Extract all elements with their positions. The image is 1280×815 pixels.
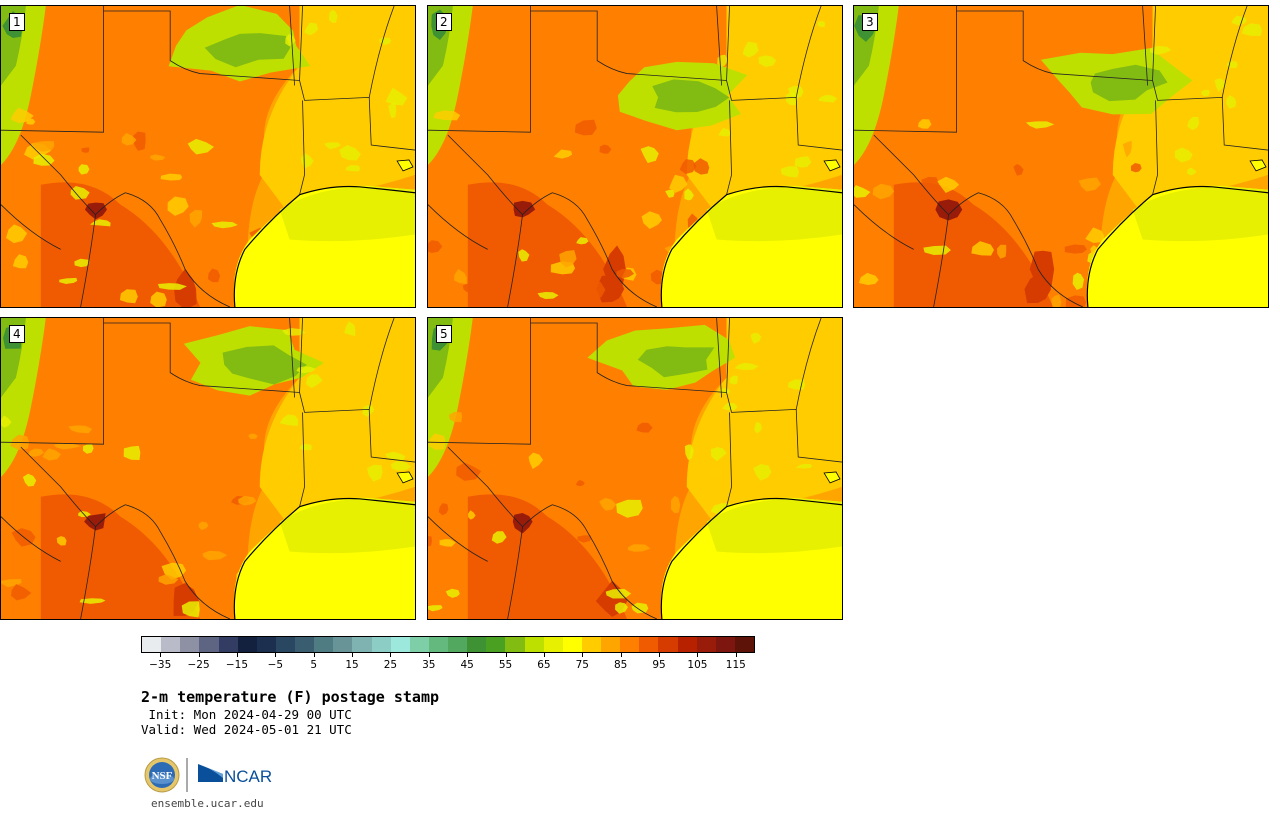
- member-number-label: 1: [9, 13, 25, 31]
- colorbar-tick-label: −5: [267, 659, 284, 671]
- colorbar-tick: [505, 653, 507, 657]
- member-panel: 3: [853, 5, 1269, 308]
- colorbar-tick: [313, 653, 315, 657]
- colorbar-segment: [715, 637, 735, 652]
- colorbar-segment: [467, 637, 487, 652]
- colorbar-tick: [543, 653, 545, 657]
- member-panel: 5: [427, 317, 843, 620]
- nsf-logo-icon: NSF: [144, 757, 180, 793]
- colorbar-tick-label: −15: [225, 659, 249, 671]
- colorbar-tick: [467, 653, 469, 657]
- member-number-label: 2: [436, 13, 452, 31]
- colorbar-tick-label: 5: [310, 659, 318, 671]
- colorbar-segment: [639, 637, 659, 652]
- temperature-map: [1, 6, 415, 307]
- colorbar-tick: [160, 653, 162, 657]
- temperature-map: [428, 6, 842, 307]
- colorbar-tick: [236, 653, 238, 657]
- nsf-logo-text: NSF: [152, 770, 173, 782]
- sponsor-logos: NSF NCAR: [143, 756, 273, 794]
- colorbar-segment: [428, 637, 448, 652]
- colorbar-tick-label: 95: [652, 659, 666, 671]
- colorbar-tick-label: 55: [498, 659, 513, 671]
- colorbar-segment: [295, 637, 315, 652]
- colorbar-tick-label: 105: [687, 659, 708, 671]
- colorbar-tick-label: −35: [149, 659, 172, 671]
- colorbar-tick: [428, 653, 430, 657]
- colorbar-segment: [390, 637, 410, 652]
- member-panel: 2: [427, 5, 843, 308]
- colorbar-tick: [390, 653, 392, 657]
- colorbar-segment: [524, 637, 544, 652]
- colorbar-tick-label: 75: [575, 659, 589, 671]
- colorbar-segment: [734, 637, 754, 652]
- colorbar-tick: [620, 653, 622, 657]
- colorbar-ticks: −35 −25 −15 −5 5 15 25 35 45 55 65 75 85 95 105 115: [141, 653, 755, 673]
- colorbar-segment: [562, 637, 582, 652]
- colorbar-tick-label: 35: [422, 659, 436, 671]
- colorbar-tick-label: 115: [725, 659, 746, 671]
- colorbar-segment: [409, 637, 429, 652]
- colorbar-segment: [677, 637, 697, 652]
- colorbar-segment: [696, 637, 716, 652]
- member-number-label: 4: [9, 325, 25, 343]
- colorbar-tick-label: 85: [614, 659, 628, 671]
- ncar-logo-icon: NCAR: [198, 764, 272, 786]
- colorbar-tick: [697, 653, 699, 657]
- temperature-colorbar: [141, 636, 755, 653]
- colorbar-tick-label: 25: [383, 659, 398, 671]
- init-time: Init: Mon 2024-04-29 00 UTC: [141, 707, 352, 722]
- colorbar-segment: [333, 637, 353, 652]
- temperature-map: [854, 6, 1268, 307]
- colorbar-segment: [371, 637, 391, 652]
- temperature-map: [1, 318, 415, 619]
- colorbar-segment: [352, 637, 372, 652]
- ncar-logo-text: NCAR: [224, 767, 272, 786]
- colorbar-segment: [601, 637, 621, 652]
- colorbar-tick-label: 65: [537, 659, 551, 671]
- colorbar-segment: [448, 637, 468, 652]
- colorbar-tick: [352, 653, 354, 657]
- colorbar-segment: [256, 637, 276, 652]
- colorbar-segment: [486, 637, 506, 652]
- colorbar-tick: [198, 653, 200, 657]
- colorbar-tick-label: 45: [460, 659, 474, 671]
- colorbar-segment: [161, 637, 181, 652]
- colorbar-tick-label: 15: [345, 659, 359, 671]
- colorbar-segment: [543, 637, 563, 652]
- member-panel: 1: [0, 5, 416, 308]
- website-url: ensemble.ucar.edu: [151, 797, 264, 810]
- temperature-map: [428, 318, 842, 619]
- colorbar-segment: [180, 637, 200, 652]
- member-number-label: 3: [862, 13, 878, 31]
- colorbar-segment: [620, 637, 640, 652]
- colorbar-segment: [237, 637, 257, 652]
- member-number-label: 5: [436, 325, 452, 343]
- colorbar-tick: [582, 653, 584, 657]
- colorbar-segment: [199, 637, 219, 652]
- valid-time: Valid: Wed 2024-05-01 21 UTC: [141, 722, 352, 737]
- colorbar-tick: [275, 653, 277, 657]
- colorbar-tick: [735, 653, 737, 657]
- colorbar-segment: [314, 637, 334, 652]
- colorbar-segment: [275, 637, 295, 652]
- member-panel: 4: [0, 317, 416, 620]
- colorbar-tick: [659, 653, 661, 657]
- colorbar-segment: [658, 637, 678, 652]
- colorbar-segment: [142, 637, 162, 652]
- colorbar-tick-label: −25: [187, 659, 210, 671]
- colorbar-segment: [505, 637, 525, 652]
- colorbar-segment: [218, 637, 238, 652]
- map-title: 2-m temperature (F) postage stamp: [141, 688, 440, 706]
- colorbar-segment: [581, 637, 601, 652]
